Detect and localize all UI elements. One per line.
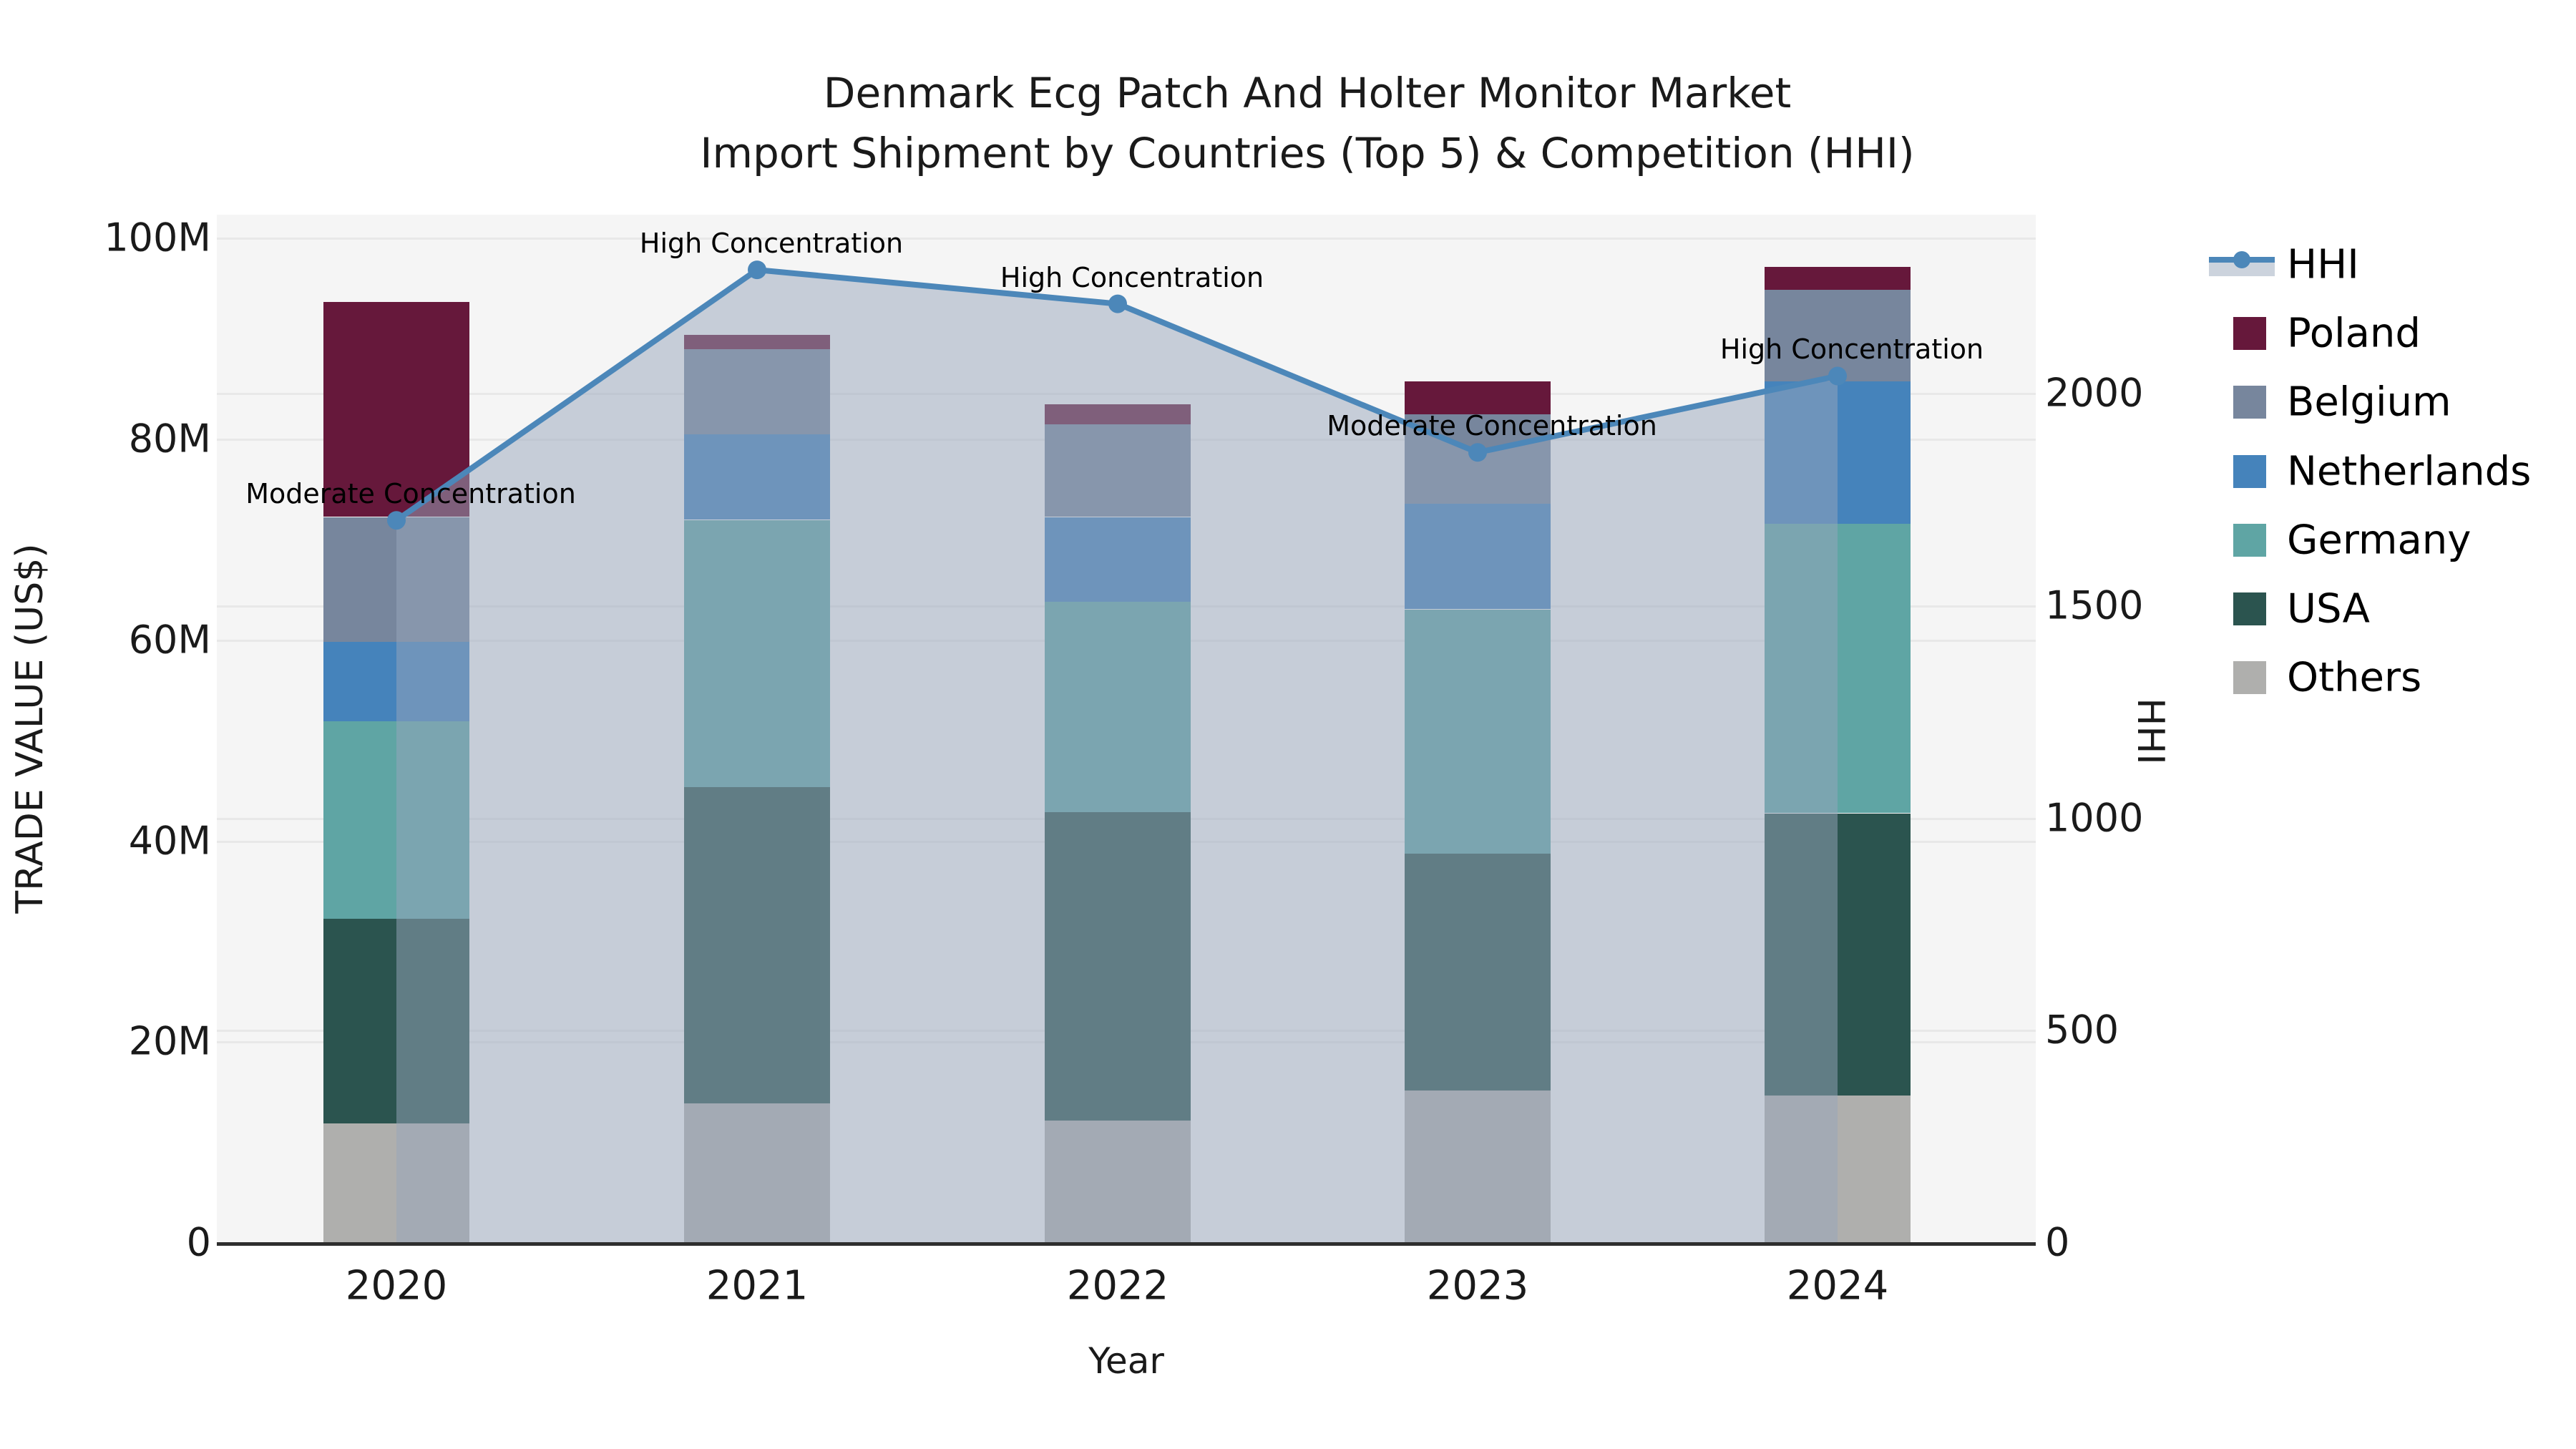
left-tick-20M: 20M bbox=[128, 1018, 211, 1064]
hhi-point-2020 bbox=[387, 511, 406, 530]
legend-label-belgium: Belgium bbox=[2287, 379, 2451, 426]
legend-label-hhi: HHI bbox=[2287, 241, 2359, 288]
right-tick-1000: 1000 bbox=[2045, 795, 2144, 841]
hhi-line-layer bbox=[387, 260, 1847, 1243]
x-axis-label: Year bbox=[1088, 1340, 1164, 1382]
bar-segment-poland-2020 bbox=[323, 302, 469, 517]
annotation-2022: High Concentration bbox=[1000, 261, 1264, 293]
bar-segment-poland-2024 bbox=[1765, 267, 1911, 290]
right-tick-1500: 1500 bbox=[2045, 582, 2144, 628]
gridline-left-100M bbox=[217, 238, 2036, 240]
hhi-point-2021 bbox=[748, 260, 766, 280]
annotation-2021: High Concentration bbox=[639, 228, 904, 260]
hhi-point-2023 bbox=[1468, 443, 1487, 462]
legend-label-germany: Germany bbox=[2287, 517, 2472, 564]
x-tick-2024: 2024 bbox=[1786, 1262, 1889, 1309]
y-axis-label-right: HHI bbox=[2129, 698, 2172, 765]
left-tick-40M: 40M bbox=[128, 818, 211, 864]
chart-title-line1: Denmark Ecg Patch And Holter Monitor Mar… bbox=[823, 69, 1792, 117]
annotation-2020: Moderate Concentration bbox=[245, 478, 576, 510]
annotation-2023: Moderate Concentration bbox=[1327, 410, 1657, 442]
x-tick-2023: 2023 bbox=[1426, 1262, 1529, 1309]
legend-label-others: Others bbox=[2287, 654, 2422, 701]
left-tick-100M: 100M bbox=[104, 215, 211, 260]
x-tick-2021: 2021 bbox=[706, 1262, 809, 1309]
legend-swatch-poland bbox=[2233, 317, 2266, 351]
legend-hhi-marker-sample bbox=[2233, 251, 2250, 268]
bar-segment-poland-2023 bbox=[1405, 381, 1551, 414]
hhi-area-fill bbox=[396, 270, 1838, 1243]
right-tick-2000: 2000 bbox=[2045, 370, 2144, 416]
legend-label-netherlands: Netherlands bbox=[2287, 448, 2532, 495]
chart-title-line2: Import Shipment by Countries (Top 5) & C… bbox=[700, 129, 1915, 177]
legend-swatch-usa bbox=[2233, 592, 2266, 625]
left-tick-0: 0 bbox=[186, 1219, 211, 1265]
bar-segment-belgium-2024 bbox=[1765, 290, 1911, 381]
right-tick-0: 0 bbox=[2045, 1219, 2070, 1265]
x-axis-line bbox=[217, 1242, 2036, 1246]
legend-swatch-netherlands bbox=[2233, 454, 2266, 488]
x-tick-2022: 2022 bbox=[1066, 1262, 1169, 1309]
legend-label-poland: Poland bbox=[2287, 310, 2421, 357]
x-tick-2020: 2020 bbox=[345, 1262, 448, 1309]
right-tick-500: 500 bbox=[2045, 1007, 2119, 1053]
hhi-point-2022 bbox=[1108, 294, 1127, 313]
left-tick-80M: 80M bbox=[128, 416, 211, 462]
left-tick-60M: 60M bbox=[128, 617, 211, 663]
hhi-point-2024 bbox=[1828, 366, 1847, 386]
legend-swatch-belgium bbox=[2233, 386, 2266, 419]
annotation-2024: High Concentration bbox=[1719, 333, 1984, 366]
legend-label-usa: USA bbox=[2287, 585, 2370, 633]
legend-swatch-germany bbox=[2233, 523, 2266, 557]
y-axis-label-left: TRADE VALUE (US$) bbox=[9, 543, 52, 914]
legend-swatch-others bbox=[2233, 661, 2266, 695]
